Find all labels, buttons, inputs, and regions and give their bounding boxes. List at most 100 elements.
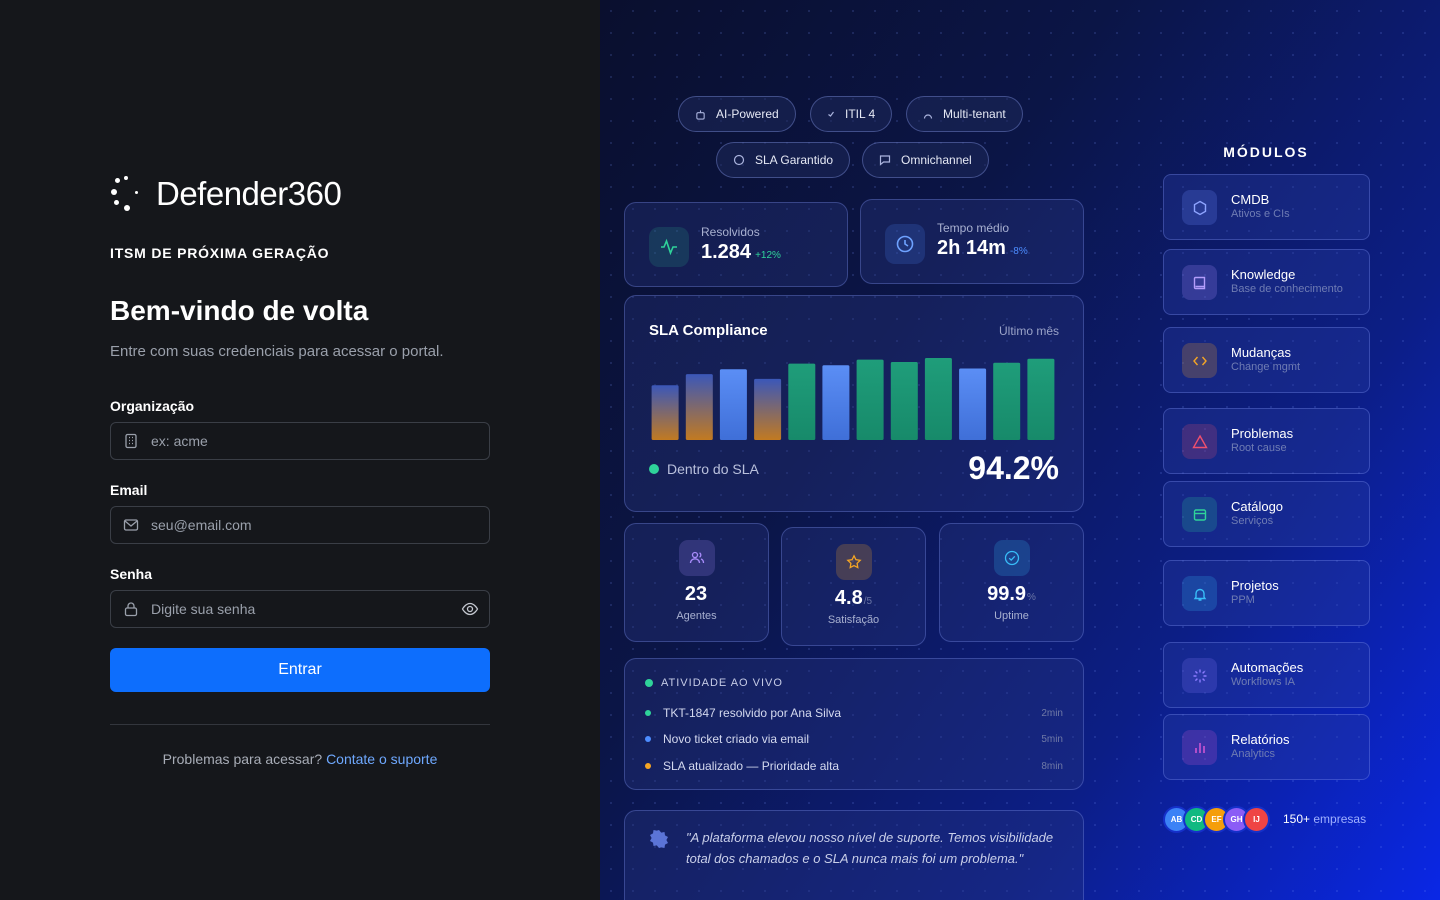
stat-value: 23 [684,583,708,605]
pill-itil: ITIL 4 [810,96,893,132]
pill-label: Multi-tenant [943,107,1006,121]
pill-omnichannel: Omnichannel [862,142,989,178]
showcase-panel: AI-Powered ITIL 4 Multi-tenant SLA Garan… [600,0,1440,900]
chat-icon [879,155,891,166]
kpi-card-resolved: Resolvidos 1.284 +12% [624,202,848,287]
legend-dot [649,464,659,474]
submit-button[interactable]: Entrar [110,648,490,692]
module-projects[interactable]: Projetos PPM [1163,560,1370,626]
robot-icon [696,109,705,120]
module-automations[interactable]: Automações Workflows IA [1163,642,1370,708]
email-input[interactable] [151,517,489,533]
sla-bar [993,362,1021,440]
module-name: Mudanças [1231,345,1291,360]
help-text: Problemas para acessar? Contate o suport… [110,751,490,767]
activity-header: ATIVIDADE AO VIVO [645,677,783,689]
module-desc: Analytics [1231,748,1276,760]
sla-bar [822,365,850,440]
kpi-delta: +12% [755,250,781,261]
org-field[interactable] [110,422,490,460]
activity-text: Novo ticket criado via email [663,732,810,746]
lock-icon [124,602,138,617]
sla-value: 94.2% [968,450,1059,486]
circle-icon [733,154,745,166]
pill-label: AI-Powered [716,107,779,121]
sla-bar-chart [651,358,1055,440]
logo-mark-icon [110,176,144,212]
sla-bar [788,363,816,440]
stat-value: 4.8/5 [834,587,873,609]
pill-multi-tenant: Multi-tenant [906,96,1023,132]
kpi-card-avg-time: Tempo médio 2h 14m -8% [860,199,1084,284]
module-desc: Ativos e CIs [1231,208,1290,220]
module-desc: Root cause [1231,442,1287,454]
eye-icon[interactable] [461,600,479,618]
password-field[interactable] [110,590,490,628]
module-name: Knowledge [1231,267,1296,282]
module-desc: Workflows IA [1231,676,1295,688]
activity-row: SLA atualizado — Prioridade alta 8min [645,759,1063,773]
brand-tagline: ITSM DE PRÓXIMA GERAÇÃO [110,245,330,261]
bar-chart-icon [1182,730,1217,765]
activity-time: 8min [1041,760,1063,772]
activity-row: Novo ticket criado via email 5min [645,732,1063,746]
stat-label: Uptime [994,610,1029,622]
module-name: Problemas [1231,426,1294,441]
module-reports[interactable]: Relatórios Analytics [1163,714,1370,780]
activity-time: 5min [1041,733,1063,745]
sla-legend: Dentro do SLA [649,461,759,477]
page-subtitle: Entre com suas credenciais para acessar … [110,343,444,360]
stat-label: Satisfação [827,614,880,626]
activity-text: SLA atualizado — Prioridade alta [663,759,840,773]
building-icon [125,433,137,449]
module-name: Projetos [1231,578,1279,593]
sla-bar [719,369,747,440]
catalog-icon [1182,497,1217,532]
brand-logo: Defender360 [110,175,342,213]
module-cmdb[interactable]: CMDB Ativos e CIs [1163,174,1370,240]
sla-bar [959,368,987,440]
pill-label: ITIL 4 [845,107,876,121]
check-circle-icon [993,540,1030,576]
users-icon [923,114,933,119]
kpi-label: Resolvidos [701,225,760,239]
activity-text: TKT-1847 resolvido por Ana Silva [663,706,842,720]
pill-sla-garantido: SLA Garantido [716,142,851,178]
sla-title: SLA Compliance [649,322,768,339]
password-input[interactable] [151,601,489,617]
warning-icon [1182,424,1217,459]
companies-number: 150+ [1283,812,1311,826]
mail-icon [123,519,139,531]
sla-card: SLA Compliance Último mês Dentro do SLA … [624,295,1084,512]
support-link[interactable]: Contate o suporte [326,751,438,767]
bell-icon [1182,576,1217,611]
code-icon [1182,343,1217,378]
users-icon [678,540,715,576]
org-input[interactable] [151,433,489,449]
module-changes[interactable]: Mudanças Change mgmt [1163,327,1370,393]
badge-icon [650,830,668,848]
companies-count: 150+ empresas [1283,812,1366,826]
module-problems[interactable]: Problemas Root cause [1163,408,1370,474]
org-label: Organização [110,398,195,414]
email-field[interactable] [110,506,490,544]
sla-bar [890,362,918,440]
kpi-delta: -8% [1009,246,1028,257]
module-name: CMDB [1231,192,1270,207]
module-desc: Serviços [1231,515,1274,527]
stat-value: 99.9% [987,583,1036,605]
testimonial-card: "A plataforma elevou nosso nível de supo… [624,810,1084,900]
module-catalog[interactable]: Catálogo Serviços [1163,481,1370,547]
module-knowledge[interactable]: Knowledge Base de conhecimento [1163,249,1370,315]
module-name: Catálogo [1231,499,1284,514]
avatar: IJ [1243,806,1270,833]
activity-time: 2min [1041,707,1063,719]
module-desc: Change mgmt [1231,361,1301,373]
pill-ai-powered: AI-Powered [678,96,796,132]
help-label: Problemas para acessar? [162,751,323,767]
sla-bar [856,359,884,440]
activity-dot [645,710,651,716]
stat-label: Agentes [676,610,717,622]
activity-row: TKT-1847 resolvido por Ana Silva 2min [645,706,1063,720]
page-title: Bem-vindo de volta [110,295,369,326]
